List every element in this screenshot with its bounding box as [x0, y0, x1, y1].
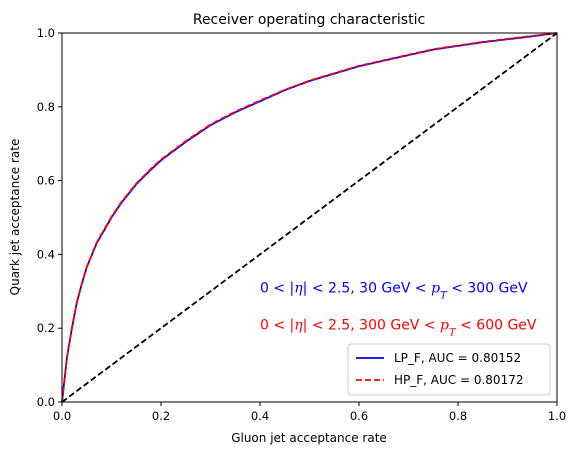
x-axis-label: Gluon jet acceptance rate [231, 431, 387, 445]
y-axis-label: Quark jet acceptance rate [8, 139, 22, 296]
annotation-kinematic-range: 0 < |η| < 2.5, 30 GeV < pT < 300 GeV [260, 281, 528, 302]
x-tick-label: 0.4 [251, 409, 269, 423]
series-layer [61, 32, 558, 403]
annotation-kinematic-range: 0 < |η| < 2.5, 300 GeV < pT < 600 GeV [260, 318, 537, 339]
x-tick-label: 1.0 [548, 409, 566, 423]
y-tick-label: 0.8 [37, 100, 55, 114]
annotations: 0 < |η| < 2.5, 30 GeV < pT < 300 GeV 0 < … [260, 281, 537, 338]
legend-label-lp: LP_F, AUC = 0.80152 [394, 351, 521, 365]
y-tick-label: 0.0 [37, 395, 55, 409]
x-axis-ticks: 0.0 0.2 0.4 0.6 0.8 1.0 [53, 402, 566, 423]
legend-box [347, 343, 551, 396]
y-tick-label: 0.4 [37, 247, 55, 261]
legend-label-hp: HP_F, AUC = 0.80172 [394, 373, 523, 387]
y-tick-label: 0.2 [37, 321, 55, 335]
series-line-hp-f [61, 32, 558, 403]
x-tick-label: 0.2 [152, 409, 170, 423]
x-tick-label: 0.0 [53, 409, 71, 423]
legend: LP_F, AUC = 0.80152 HP_F, AUC = 0.80172 [347, 343, 551, 396]
plot-frame [61, 32, 558, 403]
chart-title: Receiver operating characteristic [193, 12, 425, 28]
y-tick-label: 1.0 [37, 26, 55, 40]
y-tick-label: 0.6 [37, 174, 55, 188]
x-tick-label: 0.6 [350, 409, 368, 423]
diagonal-reference-line [61, 32, 558, 403]
y-axis-ticks: 0.0 0.2 0.4 0.6 0.8 1.0 [37, 26, 62, 409]
x-tick-label: 0.8 [449, 409, 467, 423]
